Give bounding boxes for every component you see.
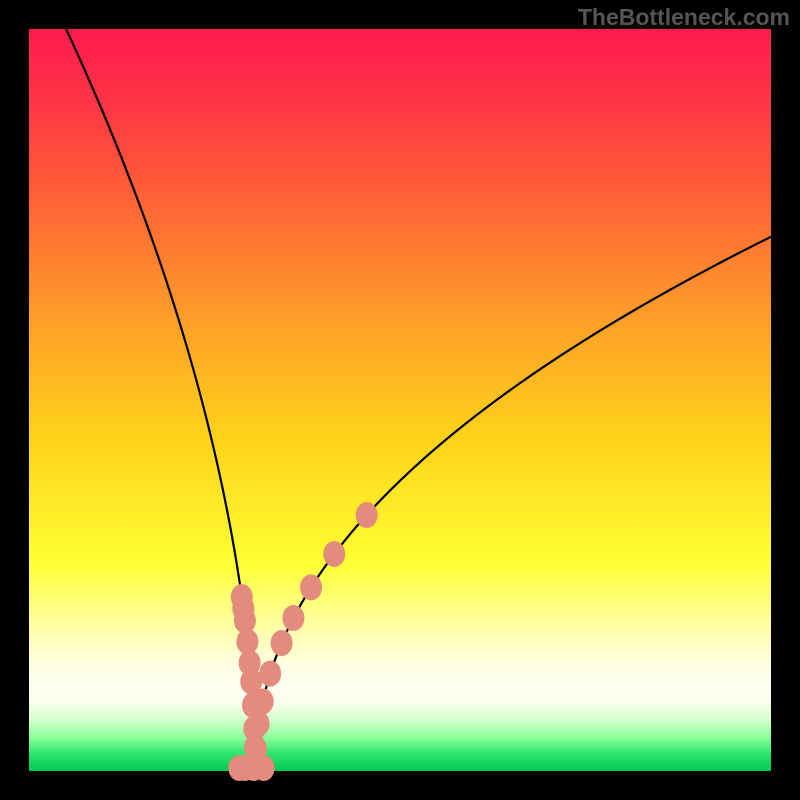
- curve-marker: [248, 711, 270, 737]
- curve-marker: [282, 605, 304, 631]
- plot-background: [29, 29, 771, 771]
- curve-marker: [271, 630, 293, 656]
- curve-marker: [356, 502, 378, 528]
- curve-marker: [259, 661, 281, 687]
- curve-marker: [252, 688, 274, 714]
- chart-container: TheBottleneck.com: [0, 0, 800, 800]
- bottleneck-chart: [0, 0, 800, 800]
- curve-marker: [323, 541, 345, 567]
- curve-marker: [245, 736, 267, 762]
- curve-marker: [300, 574, 322, 600]
